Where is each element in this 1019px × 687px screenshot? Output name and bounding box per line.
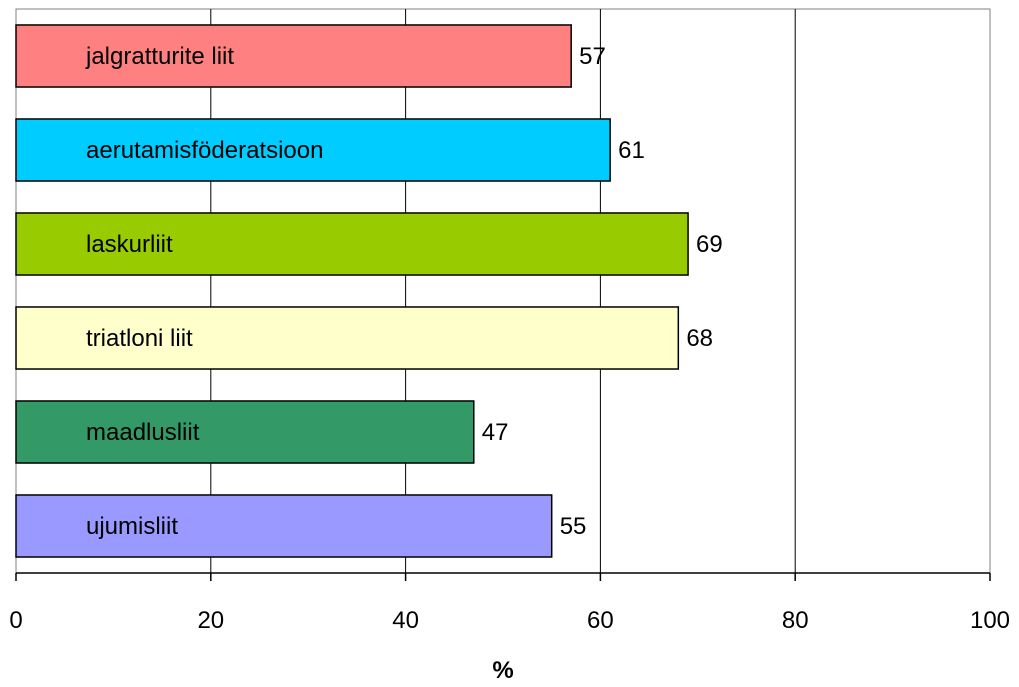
bar-value-label: 61 — [618, 137, 645, 164]
bar-1 — [15, 24, 572, 88]
bar-value-label: 55 — [560, 513, 587, 540]
bar-category-label: aerutamisföderatsioon — [86, 137, 323, 164]
bar-category-label: maadlusliit — [86, 419, 200, 446]
x-axis-title: % — [492, 657, 513, 684]
bar-category-label: triatloni liit — [86, 325, 193, 352]
bar-value-label: 57 — [579, 43, 606, 70]
bar-value-label: 47 — [482, 419, 509, 446]
x-tick-label: 40 — [392, 607, 419, 634]
plot-area — [15, 8, 991, 574]
x-tick-label: 20 — [197, 607, 224, 634]
bar-category-label: laskurliit — [86, 231, 173, 258]
x-tick-label: 80 — [782, 607, 809, 634]
bar-category-label: jalgratturite liit — [85, 43, 234, 70]
bar-category-label: ujumisliit — [86, 513, 178, 540]
x-axis: 0 20 40 60 80 100 — [9, 572, 1010, 634]
bars-group: jalgratturite liit 57 aerutamisföderatsioo… — [15, 24, 723, 558]
x-tick-label: 0 — [9, 607, 22, 634]
x-tick-label: 100 — [970, 607, 1010, 634]
bar-6 — [15, 494, 553, 558]
bar-5 — [15, 400, 475, 464]
bar-value-label: 68 — [686, 325, 713, 352]
gridlines — [210, 9, 796, 573]
bar-4 — [15, 306, 680, 370]
bar-3 — [15, 212, 689, 276]
x-tick-label: 60 — [587, 607, 614, 634]
bar-2 — [15, 118, 611, 182]
bar-value-label: 69 — [696, 231, 723, 258]
